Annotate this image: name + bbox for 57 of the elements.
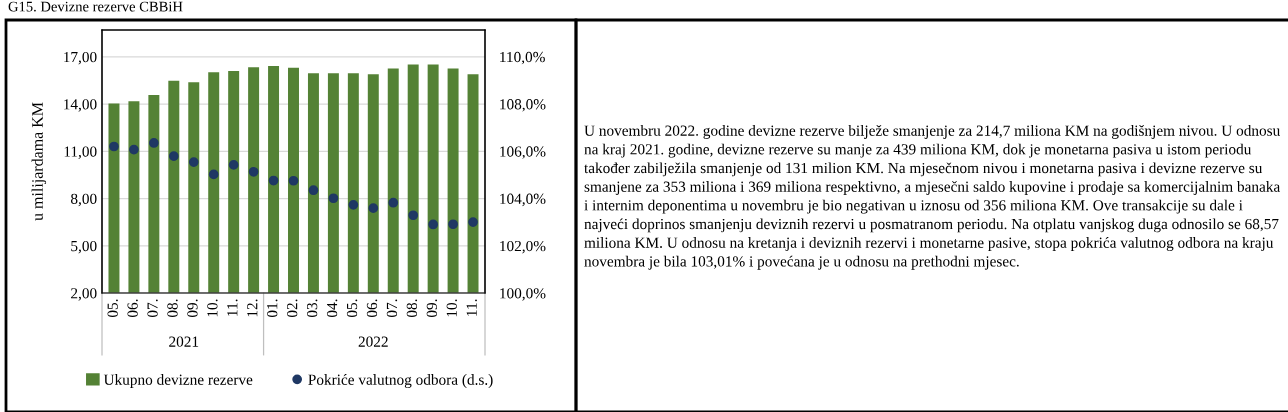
x-tick-label: 05. [107,299,118,318]
y2-tick-label: 110,0% [500,51,545,65]
x-tick-label: 06. [127,299,138,318]
legend-label: Ukupno devizne rezerve [103,374,253,388]
x-tick-label: 07. [147,299,158,318]
point [348,199,359,210]
x-tick-label: 10. [207,299,218,317]
point [188,157,199,167]
point [408,210,419,221]
point [168,151,179,162]
chart-title: G15. Devizne rezerve CBBiH [8,1,183,12]
y2-tick-label: 100,0% [500,288,546,301]
x-tick-label: 07. [386,299,398,318]
point [248,166,259,177]
point [308,185,319,196]
x-tick-label: 01. [267,299,278,318]
legend-label: Pokriće valutnog odbora (d.s.) [308,374,493,388]
y-tick-label: 8,00 [70,193,97,207]
text: U novembru 2022. godine devizne rezerve bilježe smanjenje za 214,7 miliona KM na godišnjem nivou. U odnosu na kraj 2021. godine, devizne rezerve su manje za 439 miliona KM, dok je monetarna pasiva u istom periodu također zabilježila smanjenje od 131 milion KM. Na mjesečnom nivou i monetarna pasiva i devizne rezerve su smanjene za 353 miliona i 369 miliona respektivno, a mjesečni saldo kupovine i prodaje sa komercijalnim banaka i internim deponentima u novembru je bio negativan u iznosu od 356 miliona KM. Ove transakcije su dale i najveći doprinos smanjenju deviznih rezervi u posmatranom periodu. Na otplatu vanjskog duga odnosilo se 68,57 miliona KM. U odnosu na kretanja i deviznih rezervi i monetarne pasive, stopa pokrića valutnog odbora na kraju novembra je bila 103,01% i povećana je u odnosu na prethodni mjesec. [584,125,1281,270]
point [448,219,458,230]
x-tick-label: 04. [326,299,338,318]
point [468,217,478,227]
point [208,169,219,180]
x-tick-label: 11. [227,299,238,316]
y-tick-label: 14,00 [64,99,97,112]
x-tick-label: 06. [366,299,378,318]
y-tick-label: 17,00 [64,51,97,65]
x-tick-label: 08. [167,299,178,318]
point [149,138,159,148]
y-axis-title: u milijardama KM [31,102,47,221]
x-tick-label: 08. [406,299,418,318]
x-tick-label: 12. [247,299,258,317]
y2-tick-label: 104,0% [500,193,546,207]
point [368,203,379,214]
x-tick-label: 09. [187,299,198,318]
point [129,144,139,155]
y-tick-label: 11,00 [64,146,97,159]
point [109,141,119,152]
y-tick-label: 2,00 [71,288,97,301]
x-tick-label: 11. [466,299,477,316]
point [388,197,399,208]
x-tick-label: 10. [446,299,457,317]
x-tick-label: 09. [426,299,438,318]
text: 2021 [169,336,199,347]
y2-tick-label: 102,0% [500,240,546,254]
x-tick-label: 05. [346,299,358,318]
point [288,175,299,186]
y2-tick-label: 108,0% [500,99,546,112]
x-tick-label: 02. [287,299,298,318]
x-tick-label: 03. [306,299,318,318]
point [428,219,438,230]
point [228,160,239,170]
point [328,193,339,204]
text: 2022 [358,336,388,347]
point [268,175,279,186]
y2-tick-label: 106,0% [500,146,546,159]
y-tick-label: 5,00 [71,240,97,254]
